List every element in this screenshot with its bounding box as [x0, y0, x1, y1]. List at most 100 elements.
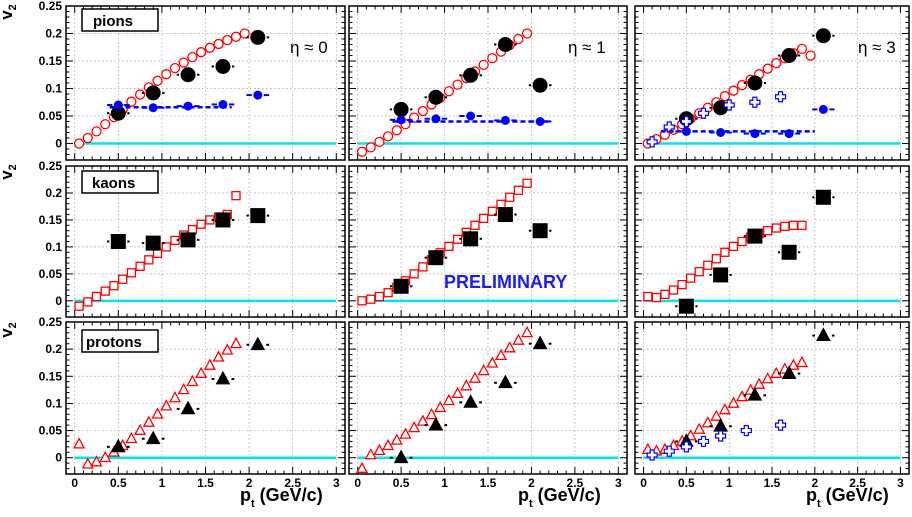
point-r2c2-s2-5: [740, 424, 752, 437]
point-r2c0-s1-2: [180, 400, 196, 415]
point-r1c0-s0-0: [74, 301, 84, 311]
x-tick-label-c1-5: 2.5: [567, 476, 584, 490]
point-r1c1-s0-19: [522, 178, 532, 188]
point-r0c0-s1-3: [215, 59, 231, 74]
x-tick-label-c2-4: 2: [811, 476, 818, 490]
point-r1c2-s0-9: [720, 247, 730, 257]
x-tick-label-c0-5: 2.5: [284, 476, 301, 490]
y-tick-label-r0-3: 0.15: [39, 54, 63, 68]
x-tick-label-c0-4: 2: [246, 476, 253, 490]
x-tick-label-c2-3: 1.5: [764, 476, 781, 490]
point-r2c1-s1-4: [532, 335, 548, 350]
point-r0c2-s2-3: [697, 107, 710, 119]
x-axis-title-col3: pt (GeV/c): [806, 485, 889, 510]
point-r0c2-s2-5: [749, 96, 761, 108]
point-r1c1-s0-3: [383, 288, 393, 298]
x-tick-label-c0-2: 1: [159, 476, 166, 490]
y-axis-title-row1: v2: [0, 4, 19, 20]
point-r2c1-s0-6: [408, 420, 421, 433]
x-tick-label-c2-0: 0: [640, 476, 647, 490]
panel-protons-eta0: 0 0.5 1 1.5 2 2.5 3 0 0.05 0.1 0.15 0.2 0.25: [39, 315, 346, 490]
point-r0c1-s0-15: [487, 53, 498, 64]
point-r1c0-s1-4: [250, 208, 266, 224]
point-r2c0-s0-7: [134, 423, 147, 435]
point-r1c1-s0-6: [409, 269, 419, 279]
point-r1c2-s0-3: [668, 285, 679, 295]
point-r1c1-s1-3: [497, 207, 513, 223]
point-r2c2-s1-4: [816, 327, 831, 341]
point-r1c0-s0-6: [126, 268, 137, 278]
point-r0c2-s1-3: [781, 48, 797, 63]
point-r1c0-s0-14: [196, 219, 206, 229]
panel-protons-eta1: 0 0.5 1 1.5 2 2.5 3: [348, 321, 628, 490]
point-r2c0-s1-1: [145, 430, 161, 445]
y-tick-label-r1-2: 0.1: [45, 240, 62, 254]
frame-r2c2: [634, 321, 910, 475]
point-r0c1-s0-3: [382, 131, 394, 142]
panel-protons-eta3: 0 0.5 1 1.5 2 2.5 3: [634, 321, 910, 490]
point-r2c0-s0-11: [168, 391, 182, 403]
point-r2c0-s0-1: [81, 457, 94, 469]
point-r1c0-s0-7: [135, 261, 145, 271]
point-r1c2-s0-6: [694, 267, 704, 277]
point-r0c1-s2-2: [466, 111, 476, 121]
point-r0c1-s0-18: [513, 33, 524, 45]
y-tick-label-r0-4: 0.2: [45, 27, 62, 41]
point-r2c2-s1-3: [781, 365, 797, 379]
point-r2c1-s0-18: [512, 333, 525, 345]
point-r0c0-s0-11: [169, 63, 181, 74]
eta-label-1: η ≈ 1: [568, 38, 606, 57]
frame-r0c1: [348, 5, 628, 161]
point-r1c2-s0-2: [660, 289, 670, 300]
point-r1c2-s0-18: [797, 220, 807, 230]
point-r2c1-s1-0: [393, 449, 409, 464]
point-r0c2-s2-4: [723, 99, 735, 111]
point-r2c2-s0-6: [693, 422, 706, 434]
point-r0c2-s0-14: [762, 63, 773, 74]
x-tick-label-c0-0: 0: [71, 476, 78, 490]
point-r2c2-s0-9: [718, 403, 731, 415]
x-axis-title-col1: pt (GeV/c): [240, 485, 323, 510]
point-r1c1-s0-17: [505, 192, 515, 202]
point-r0c0-s2-4: [253, 90, 263, 100]
point-r2c0-s0-15: [203, 358, 216, 370]
label-pions: pions: [81, 8, 159, 32]
point-r1c2-s0-15: [771, 223, 781, 233]
point-r0c2-s3-4: [818, 104, 828, 114]
y-tick-label-r1-1: 0.05: [39, 267, 63, 281]
point-r0c2-s0-9: [719, 91, 731, 102]
point-r0c1-s1-4: [532, 77, 548, 93]
point-r0c2-s0-18: [796, 43, 808, 55]
x-tick-label-c1-1: 0.5: [393, 476, 410, 490]
panel-kaons-eta3: [634, 165, 910, 318]
y-axis-title-row2: v2: [0, 164, 19, 180]
point-r2c2-s0-8: [710, 409, 723, 421]
point-r2c1-s0-14: [477, 363, 490, 376]
point-r0c0-s1-1: [145, 85, 161, 101]
point-r1c1-s1-1: [428, 250, 444, 266]
y-tick-label-r0-0: 0: [55, 137, 62, 151]
point-r0c0-s0-0: [73, 138, 85, 149]
point-r0c1-s0-14: [478, 59, 489, 70]
point-r2c0-s0-14: [195, 366, 208, 378]
label-protons-text: protons: [86, 334, 142, 351]
x-tick-label-c2-2: 1: [726, 476, 733, 490]
label-kaons-box: [81, 170, 159, 194]
point-r1c0-s0-5: [118, 274, 128, 284]
point-r0c0-s0-1: [82, 132, 93, 144]
y-tick-label-r0-1: 0.05: [39, 109, 63, 123]
point-r2c0-s0-18: [229, 336, 243, 349]
point-r0c0-s1-2: [180, 67, 196, 83]
point-r1c2-s0-4: [677, 279, 687, 290]
point-r1c0-s0-10: [161, 242, 171, 252]
point-r2c1-s0-4: [390, 433, 403, 445]
point-r2c1-s0-11: [451, 386, 464, 399]
x-tick-label-c1-0: 0: [354, 476, 361, 490]
point-r0c2-s1-2: [747, 75, 763, 91]
point-r0c0-s0-2: [91, 126, 102, 137]
point-r2c1-s0-16: [494, 348, 508, 361]
point-r0c0-s0-7: [134, 89, 146, 100]
point-r1c0-s1-3: [215, 212, 231, 228]
y-tick-label-r2-4: 0.2: [45, 342, 62, 356]
point-r1c1-s0-7: [418, 262, 428, 272]
